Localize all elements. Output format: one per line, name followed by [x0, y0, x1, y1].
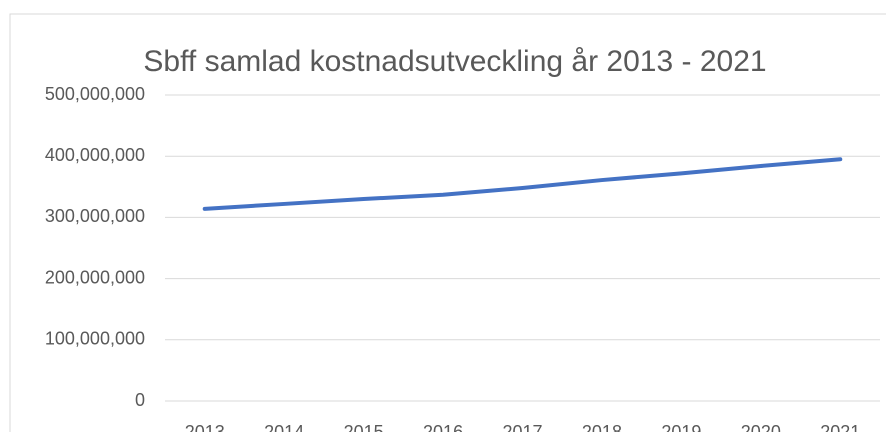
y-tick-label: 400,000,000 — [45, 145, 145, 165]
chart-frame — [9, 13, 886, 432]
x-tick-label: 2019 — [661, 422, 701, 432]
x-tick-label: 2018 — [582, 422, 622, 432]
y-tick-label: 0 — [135, 390, 145, 410]
y-tick-label: 200,000,000 — [45, 267, 145, 287]
x-tick-label: 2014 — [264, 422, 304, 432]
y-tick-label: 300,000,000 — [45, 206, 145, 226]
x-tick-label: 2017 — [502, 422, 542, 432]
x-tick-label: 2021 — [820, 422, 860, 432]
y-tick-label: 100,000,000 — [45, 329, 145, 349]
data-line — [202, 157, 843, 211]
x-tick-label: 2016 — [423, 422, 463, 432]
y-tick-label: 500,000,000 — [45, 84, 145, 104]
x-tick-label: 2013 — [185, 422, 225, 432]
x-tick-label: 2015 — [344, 422, 384, 432]
chart-title: Sbff samlad kostnadsutveckling år 2013 -… — [143, 45, 767, 78]
x-tick-label: 2020 — [741, 422, 781, 432]
